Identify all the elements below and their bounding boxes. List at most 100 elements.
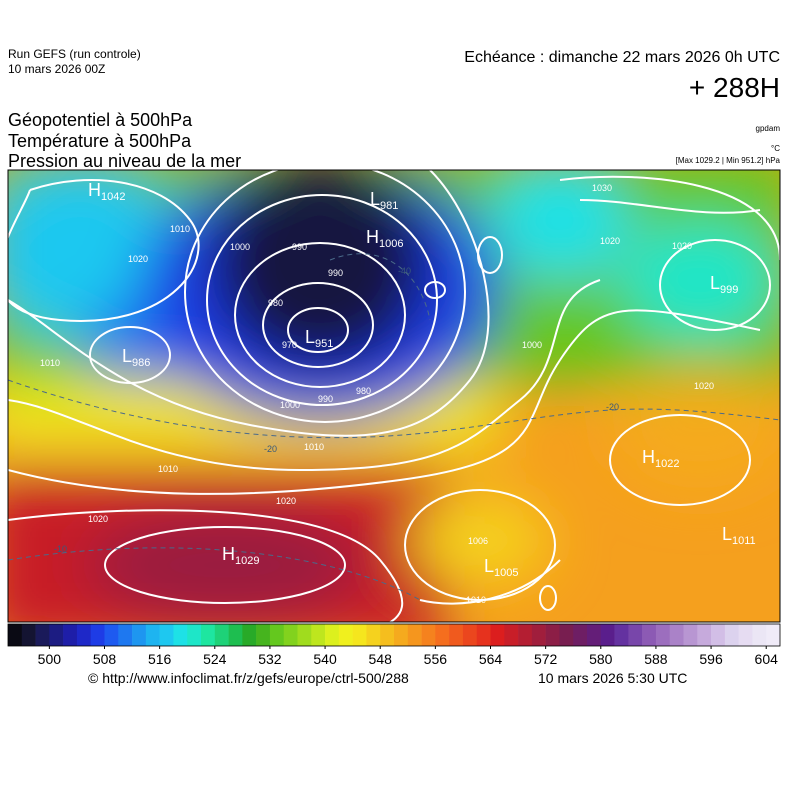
colorbar-tick-label: 548 bbox=[369, 651, 393, 667]
title-line: Température à 500hPa bbox=[8, 131, 192, 151]
center-kind: H bbox=[88, 180, 101, 200]
color-swatch bbox=[297, 624, 312, 646]
center-value: 1006 bbox=[379, 238, 403, 250]
isoline-label: 990 bbox=[318, 394, 333, 404]
color-swatch bbox=[573, 624, 588, 646]
color-swatch bbox=[380, 624, 395, 646]
color-swatch bbox=[766, 624, 781, 646]
isoline-label: -40 bbox=[398, 266, 411, 276]
isoline-label: 1000 bbox=[230, 242, 250, 252]
valid-time: Echéance : dimanche 22 mars 2026 0h UTC bbox=[464, 49, 780, 66]
colorbar-tick-label: 508 bbox=[93, 651, 117, 667]
center-kind: L bbox=[722, 524, 732, 544]
isobars bbox=[8, 170, 780, 622]
color-swatch bbox=[352, 624, 367, 646]
source: gpdam bbox=[756, 124, 781, 133]
isoline-label: 1030 bbox=[592, 183, 612, 193]
run-label: Run GEFS (run controle) bbox=[8, 47, 141, 61]
color-swatch bbox=[724, 624, 739, 646]
center-kind: L bbox=[484, 556, 494, 576]
source-url: © http://www.infoclimat.fr/z/gefs/europe… bbox=[88, 670, 409, 686]
color-swatch bbox=[90, 624, 105, 646]
isoline-label: 1000 bbox=[280, 400, 300, 410]
color-swatch bbox=[642, 624, 657, 646]
color-swatch bbox=[283, 624, 298, 646]
color-swatch bbox=[242, 624, 257, 646]
color-swatch bbox=[325, 624, 340, 646]
color-swatch bbox=[421, 624, 436, 646]
color-swatch bbox=[490, 624, 505, 646]
center-value: 951 bbox=[315, 338, 333, 350]
color-swatch bbox=[462, 624, 478, 646]
isoline-label: -20 bbox=[264, 444, 277, 454]
pressure-center: L999 bbox=[710, 273, 738, 296]
center-value: 1042 bbox=[101, 191, 125, 203]
color-swatch bbox=[256, 624, 271, 646]
color-swatch bbox=[173, 624, 188, 646]
map-frame bbox=[7, 169, 781, 623]
isoline-label: 1020 bbox=[672, 241, 692, 251]
color-swatch bbox=[614, 624, 629, 646]
color-swatch bbox=[269, 624, 285, 646]
color-swatch bbox=[201, 624, 216, 646]
color-swatch bbox=[118, 624, 133, 646]
lead-time: + 288H bbox=[689, 72, 780, 103]
pressure-centers: H1042 L981H1006L951L986H1029L999H1022L100… bbox=[88, 180, 756, 579]
colorbar-tick-label: 500 bbox=[38, 651, 62, 667]
color-swatch bbox=[683, 624, 698, 646]
color-swatch bbox=[476, 624, 491, 646]
color-swatch bbox=[587, 624, 602, 646]
isoline-label: 980 bbox=[268, 298, 283, 308]
isoline-label: 990 bbox=[328, 268, 343, 278]
center-kind: L bbox=[710, 273, 720, 293]
center-kind: L bbox=[122, 346, 132, 366]
color-swatch bbox=[8, 624, 23, 646]
colorbar-tick-label: 516 bbox=[148, 651, 172, 667]
max-min: [Max 1029.2 | Min 951.2] hPa bbox=[676, 156, 781, 165]
center-value: 1011 bbox=[732, 535, 756, 547]
pressure-center: H1042 bbox=[88, 180, 125, 203]
color-swatch bbox=[145, 624, 160, 646]
center-kind: H bbox=[642, 447, 655, 467]
color-swatch bbox=[21, 624, 36, 646]
color-swatch bbox=[435, 624, 450, 646]
color-swatch bbox=[49, 624, 64, 646]
pressure-center: H1022 bbox=[642, 447, 679, 470]
title-line: Géopotentiel à 500hPa bbox=[8, 110, 193, 130]
colorbar-tick-label: 532 bbox=[258, 651, 282, 667]
color-swatch bbox=[187, 624, 202, 646]
isoline-label: 1010 bbox=[466, 595, 486, 605]
unit: °C bbox=[771, 144, 780, 153]
colorbar-tick-label: 540 bbox=[313, 651, 337, 667]
color-swatch bbox=[600, 624, 615, 646]
colorbar: 500 508 516 524 532 540 548 556 564 572 580 588 596 6… bbox=[7, 623, 781, 667]
color-swatch bbox=[655, 624, 671, 646]
center-kind: H bbox=[222, 544, 235, 564]
color-swatch bbox=[338, 624, 353, 646]
isoline-label: 980 bbox=[356, 386, 371, 396]
color-swatch bbox=[132, 624, 147, 646]
isoline-label: 1020 bbox=[276, 496, 296, 506]
isoline-label: 1010 bbox=[170, 224, 190, 234]
center-kind: L bbox=[305, 327, 315, 347]
isoline-label: -10 bbox=[54, 544, 67, 554]
color-swatch bbox=[159, 624, 174, 646]
color-swatch bbox=[228, 624, 243, 646]
center-value: 981 bbox=[380, 200, 398, 212]
pressure-center: H1029 bbox=[222, 544, 259, 567]
color-swatch bbox=[407, 624, 422, 646]
center-value: 986 bbox=[132, 357, 150, 369]
colorbar-frame bbox=[7, 623, 781, 647]
isotherms bbox=[8, 253, 780, 601]
pressure-center: L951 bbox=[305, 327, 333, 350]
isoline-label: -20 bbox=[606, 402, 619, 412]
color-swatch bbox=[104, 624, 119, 646]
run-date: 10 mars 2026 00Z bbox=[8, 62, 105, 76]
color-swatch bbox=[504, 624, 519, 646]
center-value: 1029 bbox=[235, 555, 259, 567]
color-swatch bbox=[63, 624, 78, 646]
colorbar-tick-label: 524 bbox=[203, 651, 227, 667]
isoline-label: 970 bbox=[282, 340, 297, 350]
pressure-center: L1011 bbox=[722, 524, 756, 547]
isobar-labels: 1020 1010 1000 990 990 980 970 980 990 1000 1010 10… bbox=[40, 183, 714, 605]
